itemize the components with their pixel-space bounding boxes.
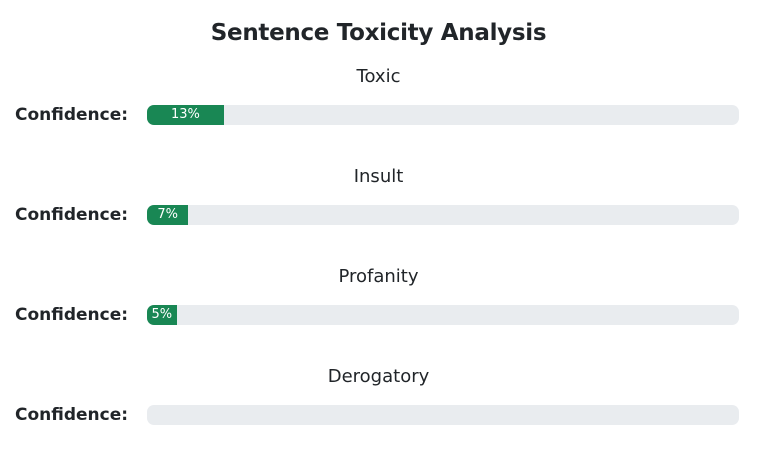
- category-label: Derogatory: [327, 366, 430, 387]
- confidence-progress-fill: 7%: [147, 205, 189, 225]
- confidence-progress-bar: 5%: [147, 305, 739, 325]
- confidence-progress-fill: 5%: [147, 305, 177, 325]
- confidence-progress-bar: [147, 405, 739, 425]
- category-label: Toxic: [356, 66, 401, 87]
- category-toxic: Toxic Confidence: 13%: [0, 66, 757, 156]
- confidence-progress-fill: 13%: [147, 105, 224, 125]
- page-title: Sentence Toxicity Analysis: [210, 20, 547, 46]
- confidence-label: Confidence:: [15, 405, 129, 425]
- confidence-label: Confidence:: [15, 305, 129, 325]
- confidence-progress-bar: 7%: [147, 205, 739, 225]
- category-profanity: Profanity Confidence: 5%: [0, 266, 757, 356]
- category-derogatory: Derogatory Confidence:: [0, 366, 757, 456]
- confidence-progress-bar: 13%: [147, 105, 739, 125]
- category-insult: Insult Confidence: 7%: [0, 166, 757, 256]
- category-label: Profanity: [338, 266, 419, 287]
- confidence-label: Confidence:: [15, 205, 129, 225]
- category-label: Insult: [353, 166, 404, 187]
- confidence-label: Confidence:: [15, 105, 129, 125]
